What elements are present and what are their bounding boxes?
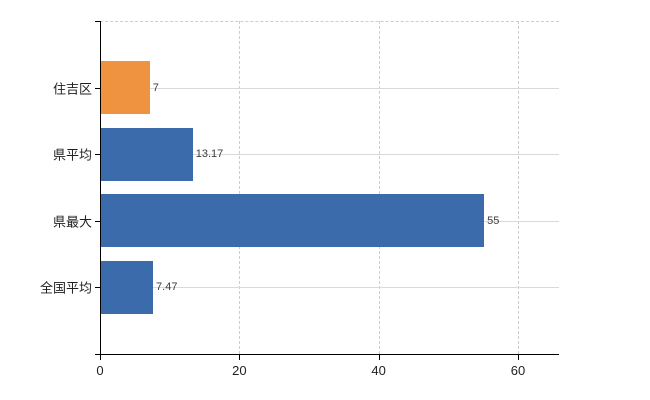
x-axis-tick (378, 355, 380, 360)
y-axis-tick (95, 220, 100, 222)
value-label: 55 (487, 214, 500, 227)
horizontal-gridline (100, 87, 559, 89)
category-label: 全国平均 (39, 280, 92, 296)
bar (101, 194, 485, 248)
bar (101, 127, 193, 181)
x-tick-label: 0 (96, 363, 104, 378)
x-tick-label: 40 (371, 363, 386, 378)
category-label: 県最大 (52, 214, 92, 230)
y-axis-tick (95, 87, 100, 89)
x-axis-tick (518, 355, 519, 360)
category-label: 県平均 (52, 147, 92, 163)
vertical-gridline (378, 21, 380, 354)
y-axis-tick (95, 154, 100, 156)
value-label: 13.17 (195, 148, 224, 161)
bar (101, 260, 154, 314)
y-axis-top-tick (95, 21, 100, 22)
bar (101, 61, 150, 115)
plot-top-border (100, 21, 559, 22)
value-label: 7.47 (156, 281, 178, 294)
x-axis-tick (239, 355, 241, 360)
y-axis (100, 21, 101, 354)
x-axis (95, 354, 559, 355)
y-axis-tick (95, 287, 100, 289)
vertical-gridline (239, 21, 241, 354)
horizontal-gridline (100, 287, 559, 289)
category-label: 住吉区 (52, 81, 92, 97)
horizontal-gridline (100, 154, 559, 156)
x-tick-label: 60 (510, 363, 526, 378)
x-axis-tick (100, 355, 101, 360)
vertical-gridline (518, 21, 519, 354)
value-label: 7 (152, 81, 159, 94)
x-tick-label: 20 (232, 363, 247, 378)
